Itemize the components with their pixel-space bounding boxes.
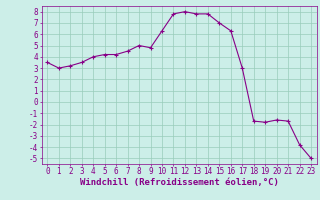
X-axis label: Windchill (Refroidissement éolien,°C): Windchill (Refroidissement éolien,°C) [80, 178, 279, 187]
